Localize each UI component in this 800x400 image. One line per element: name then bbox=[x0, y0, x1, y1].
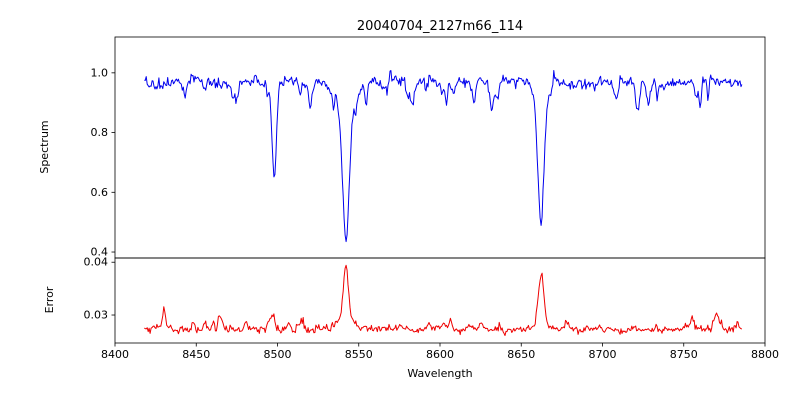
y-axis-label-spectrum: Spectrum bbox=[38, 120, 51, 173]
spectrum-line bbox=[144, 70, 743, 243]
y-tick-label: 0.03 bbox=[84, 309, 109, 322]
x-tick-label: 8500 bbox=[264, 348, 292, 361]
panel-border bbox=[114, 36, 766, 259]
y-tick-label: 1.0 bbox=[91, 66, 109, 79]
x-tick-label: 8400 bbox=[101, 348, 129, 361]
chart-title: 20040704_2127m66_114 bbox=[357, 19, 523, 34]
x-tick-label: 8550 bbox=[345, 348, 373, 361]
error-line bbox=[144, 264, 743, 336]
x-tick-label: 8650 bbox=[507, 348, 535, 361]
y-tick-label: 0.6 bbox=[91, 186, 109, 199]
y-axis-label-error: Error bbox=[43, 286, 56, 313]
y-tick-label: 0.04 bbox=[84, 256, 109, 269]
x-tick-label: 8800 bbox=[751, 348, 779, 361]
x-tick-label: 8600 bbox=[426, 348, 454, 361]
x-tick-label: 8450 bbox=[182, 348, 210, 361]
x-tick-label: 8700 bbox=[589, 348, 617, 361]
x-tick-label: 8750 bbox=[670, 348, 698, 361]
y-tick-label: 0.8 bbox=[91, 126, 109, 139]
x-axis-label: Wavelength bbox=[407, 367, 472, 380]
y-tick-label: 0.4 bbox=[91, 246, 109, 259]
